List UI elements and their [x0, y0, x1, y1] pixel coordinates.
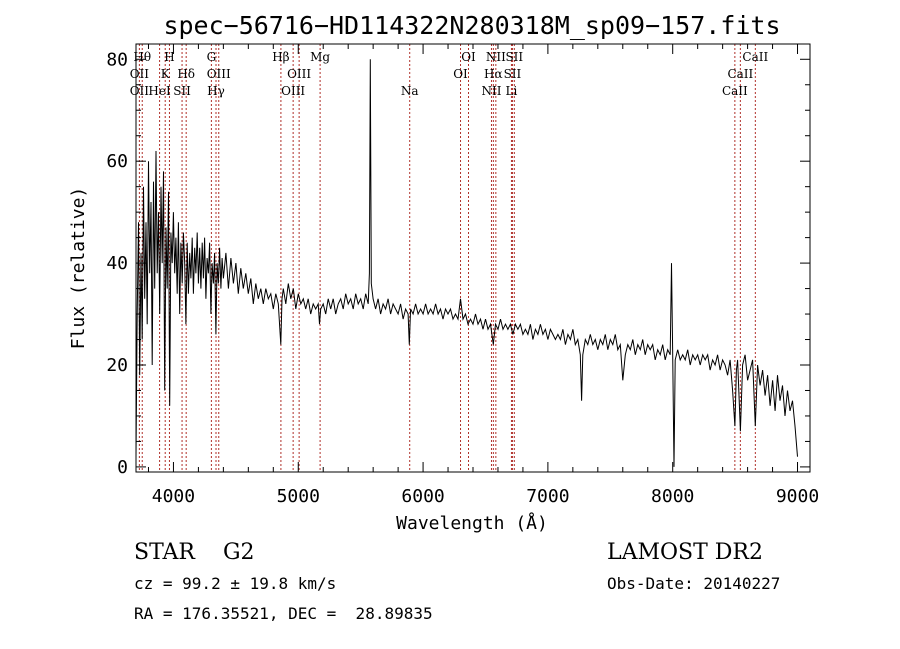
line-marker-label: SII — [505, 50, 523, 64]
object-class: STAR G2 — [134, 540, 255, 565]
spectral-line-labels: OII OII Hθ HeI KH SII Hδ G Hγ OIII Hβ OIII OIII Mg Na O… — [130, 50, 769, 98]
line-marker-label: SII — [173, 84, 191, 98]
x-tick-label: 9000 — [776, 486, 819, 507]
line-marker-label: OIII — [207, 67, 231, 81]
line-marker-label: HeI — [148, 84, 171, 98]
redshift-value: cz = 99.2 ± 19.8 km/s — [134, 574, 337, 593]
y-tick-label: 40 — [106, 253, 128, 274]
line-marker-label: OII — [130, 67, 150, 81]
x-tick-label: 8000 — [651, 486, 694, 507]
y-tick-label: 0 — [117, 457, 128, 478]
x-tick-label: 5000 — [277, 486, 320, 507]
y-tick-label: 60 — [106, 151, 128, 172]
line-marker-label: Hδ — [177, 67, 195, 81]
line-marker-label: Hβ — [272, 50, 289, 64]
spectral-line-markers — [138, 44, 756, 472]
y-axis-label: Flux (relative) — [68, 187, 89, 350]
line-marker-label: CaII — [727, 67, 753, 81]
line-marker-label: NII — [481, 84, 501, 98]
line-marker-label: Na — [401, 84, 419, 98]
line-marker-label: Mg — [310, 50, 330, 64]
line-marker-label: OIII — [281, 84, 305, 98]
line-marker-label: Hα — [484, 67, 503, 81]
line-marker-label: K — [161, 67, 171, 81]
y-axis: 0 20 40 60 80 — [106, 49, 810, 478]
line-marker-label: SII — [504, 67, 522, 81]
chart-title: spec−56716−HD114322N280318M_sp09−157.fit… — [163, 11, 780, 40]
line-marker-label: OIII — [287, 67, 311, 81]
line-marker-label: Hθ — [133, 50, 151, 64]
y-tick-label: 80 — [106, 49, 128, 70]
line-marker-label: H — [164, 50, 174, 64]
plot-frame — [135, 43, 811, 473]
line-marker-label: Li — [506, 84, 518, 98]
line-marker-label: OI — [461, 50, 476, 64]
spectrum-line — [135, 59, 798, 467]
line-marker-label: OI — [453, 67, 468, 81]
y-tick-label: 20 — [106, 355, 128, 376]
coordinates: RA = 176.35521, DEC = 28.89835 — [134, 604, 433, 623]
line-marker-label: OII — [130, 84, 150, 98]
line-marker-label: Hγ — [207, 84, 225, 98]
survey-name: LAMOST DR2 — [607, 540, 763, 565]
x-tick-label: 4000 — [152, 486, 195, 507]
x-tick-label: 6000 — [401, 486, 444, 507]
x-axis: 4000 5000 6000 7000 8000 9000 — [147, 44, 819, 507]
x-tick-label: 7000 — [526, 486, 569, 507]
x-axis-label: Wavelength (Å) — [396, 512, 548, 534]
line-marker-label: CaII — [742, 50, 768, 64]
line-marker-label: CaII — [722, 84, 748, 98]
line-marker-label: G — [207, 50, 217, 64]
observation-date: Obs-Date: 20140227 — [607, 574, 781, 593]
line-marker-label: NII — [486, 50, 506, 64]
